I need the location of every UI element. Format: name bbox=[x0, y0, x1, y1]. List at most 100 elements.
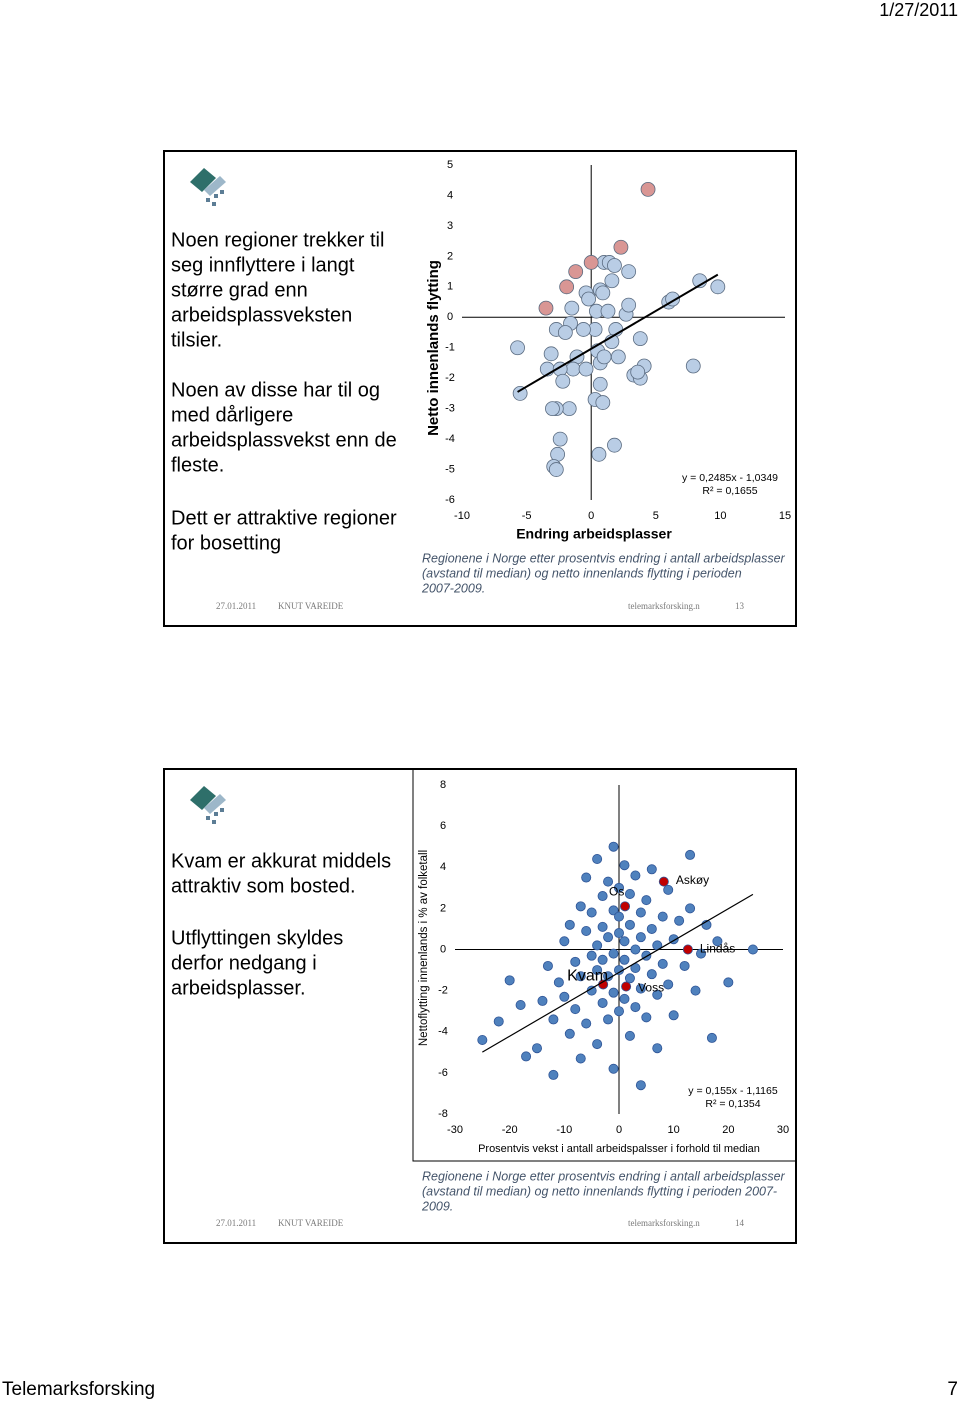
slide-date: 27.01.2011 bbox=[216, 601, 256, 611]
data-point bbox=[553, 977, 564, 988]
data-point bbox=[603, 1014, 614, 1025]
point-label: Voss bbox=[638, 981, 664, 995]
point-label: Lindås bbox=[700, 942, 735, 956]
data-point bbox=[624, 1030, 635, 1041]
chart-frame bbox=[412, 768, 797, 1162]
slide-text: Noen av disse har til og bbox=[171, 379, 380, 401]
data-point bbox=[635, 932, 646, 943]
data-point bbox=[685, 849, 696, 860]
trendline bbox=[517, 273, 719, 393]
data-point bbox=[630, 364, 646, 380]
data-point bbox=[564, 919, 575, 930]
y-tick-label: 6 bbox=[440, 820, 446, 832]
data-point bbox=[592, 965, 603, 976]
data-point bbox=[603, 932, 614, 943]
data-point bbox=[564, 1028, 575, 1039]
y-tick-label: -4 bbox=[438, 1026, 448, 1038]
data-point bbox=[565, 361, 581, 377]
data-point bbox=[641, 1012, 652, 1023]
data-point bbox=[504, 975, 515, 986]
data-point bbox=[652, 1043, 663, 1054]
data-point bbox=[624, 919, 635, 930]
slide-date: 27.01.2011 bbox=[216, 1218, 256, 1228]
data-point bbox=[646, 864, 657, 875]
data-point bbox=[614, 928, 625, 939]
y-tick-label: 3 bbox=[447, 220, 453, 232]
data-point bbox=[576, 322, 591, 337]
data-point bbox=[583, 255, 599, 270]
data-point bbox=[586, 950, 597, 961]
data-point bbox=[604, 273, 620, 289]
data-point bbox=[657, 911, 668, 922]
y-tick-label: -6 bbox=[438, 1067, 448, 1079]
data-point bbox=[596, 349, 612, 365]
slide-site: telemarksforsking.n bbox=[628, 601, 700, 611]
trend-r2: R² = 0,1354 bbox=[705, 1098, 760, 1110]
slide-site: telemarksforsking.n bbox=[628, 1218, 700, 1228]
data-point bbox=[568, 264, 584, 279]
data-point bbox=[685, 903, 696, 914]
y-axis-title: Netto innenlands flytting bbox=[425, 260, 442, 436]
logo bbox=[190, 786, 226, 824]
data-point bbox=[613, 239, 629, 255]
slide-number: 14 bbox=[735, 1218, 745, 1228]
data-point bbox=[595, 395, 611, 410]
y-tick-label: -6 bbox=[445, 494, 455, 506]
x-tick-label: 20 bbox=[722, 1124, 734, 1136]
data-point bbox=[477, 1034, 488, 1045]
data-point bbox=[607, 437, 622, 453]
data-point bbox=[538, 300, 554, 316]
data-point bbox=[614, 911, 625, 922]
data-point bbox=[646, 923, 657, 934]
data-point bbox=[543, 346, 559, 362]
point-label: Os bbox=[609, 884, 624, 898]
data-point bbox=[570, 956, 581, 967]
data-point bbox=[548, 462, 564, 477]
y-tick-label: -1 bbox=[445, 342, 455, 354]
brand: Telemarksforsking bbox=[2, 1379, 155, 1400]
data-point bbox=[682, 944, 693, 955]
y-tick-label: -3 bbox=[445, 403, 455, 415]
data-point bbox=[635, 1080, 646, 1091]
slide-text: tilsier. bbox=[171, 329, 222, 351]
data-point bbox=[712, 936, 723, 947]
y-tick-label: 5 bbox=[447, 159, 453, 171]
logo bbox=[190, 168, 226, 206]
y-tick-label: 0 bbox=[447, 311, 453, 323]
data-point bbox=[621, 297, 637, 313]
data-point bbox=[537, 995, 548, 1006]
slide-text: for bosetting bbox=[171, 532, 281, 554]
data-point bbox=[493, 1016, 504, 1027]
chart-caption: Regionene i Norge etter prosentvis endri… bbox=[422, 551, 786, 565]
data-point bbox=[614, 1006, 625, 1017]
data-point bbox=[545, 401, 560, 417]
data-point bbox=[600, 303, 616, 319]
slide-text: arbeidsplasser. bbox=[171, 977, 306, 999]
page-number: 7 bbox=[947, 1379, 958, 1400]
data-point bbox=[610, 349, 626, 365]
data-point bbox=[608, 841, 619, 852]
data-point bbox=[641, 895, 652, 906]
data-point bbox=[575, 971, 586, 982]
slide-text: fleste. bbox=[171, 454, 224, 476]
data-point bbox=[532, 1043, 543, 1054]
y-tick-label: -5 bbox=[445, 463, 455, 475]
data-point bbox=[512, 386, 528, 401]
data-point bbox=[674, 915, 685, 926]
y-tick-label: 8 bbox=[440, 779, 446, 791]
data-point bbox=[619, 936, 630, 947]
data-point bbox=[630, 870, 641, 881]
data-point bbox=[515, 1000, 526, 1011]
y-axis-title: Nettoflytting innenlands i % av folketal… bbox=[418, 850, 430, 1046]
y-tick-label: 4 bbox=[447, 189, 453, 201]
data-point bbox=[510, 340, 525, 356]
slide-text: Utflyttingen skyldes bbox=[171, 927, 343, 949]
data-point bbox=[575, 901, 586, 912]
point-label: Kvam bbox=[567, 968, 608, 985]
data-point bbox=[581, 291, 597, 307]
data-point bbox=[548, 1069, 559, 1080]
data-point bbox=[561, 401, 577, 417]
data-point bbox=[597, 954, 608, 965]
data-point bbox=[570, 1004, 581, 1015]
data-point bbox=[621, 981, 632, 992]
